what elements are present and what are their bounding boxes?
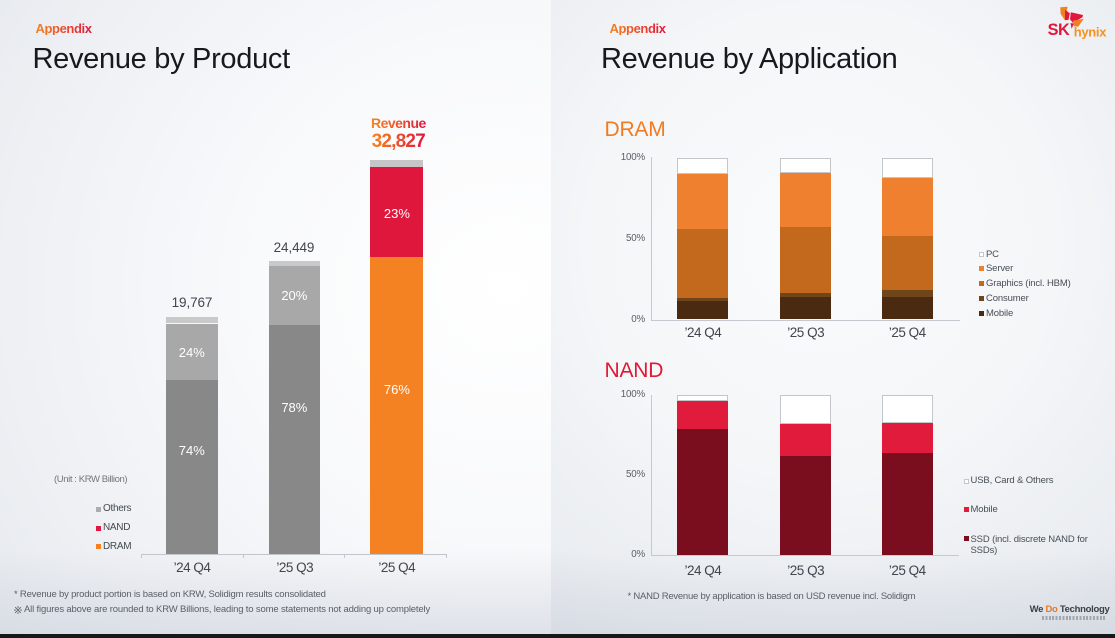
svg-text:SK: SK (1048, 21, 1070, 39)
svg-text:hynix: hynix (1074, 24, 1108, 39)
